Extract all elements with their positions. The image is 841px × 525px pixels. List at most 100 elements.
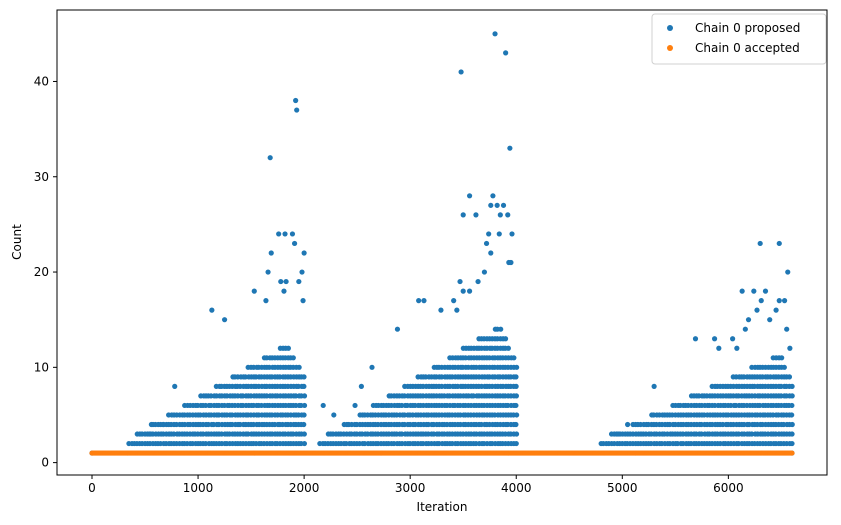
proposed-point — [502, 336, 509, 342]
proposed-point — [283, 278, 289, 285]
proposed-point — [781, 298, 788, 304]
proposed-point — [776, 298, 782, 304]
proposed-point — [296, 278, 302, 285]
x-tick-label: 2000 — [289, 481, 320, 495]
proposed-point — [787, 345, 793, 351]
legend: Chain 0 proposed Chain 0 accepted — [651, 13, 827, 65]
proposed-point — [172, 383, 178, 389]
y-tick-label: 40 — [34, 74, 49, 88]
x-tick-label: 3000 — [395, 481, 426, 495]
proposed-point — [251, 288, 257, 294]
proposed-point — [301, 440, 308, 447]
proposed-point — [492, 31, 498, 37]
proposed-point — [301, 431, 307, 437]
proposed-point — [762, 288, 769, 294]
y-tick-label: 10 — [34, 360, 49, 374]
proposed-point — [742, 326, 748, 332]
proposed-point — [285, 345, 291, 351]
axis-layer: 0 1000 2000 3000 4000 5000 6000 0 10 20 30 40 — [34, 74, 744, 495]
proposed-point — [789, 412, 795, 418]
proposed-point — [301, 402, 308, 409]
proposed-point — [781, 364, 787, 370]
proposed-point — [301, 383, 307, 389]
legend-proposed-label: Chain 0 proposed — [695, 21, 800, 35]
proposed-point — [282, 231, 288, 237]
proposed-point — [513, 374, 519, 380]
y-axis-label: Count — [10, 224, 24, 260]
proposed-point — [503, 50, 509, 56]
proposed-point — [148, 421, 154, 428]
proposed-point — [514, 412, 520, 418]
proposed-point — [466, 288, 473, 294]
proposed-point — [497, 212, 503, 218]
proposed-point — [421, 298, 427, 304]
proposed-point — [488, 250, 494, 256]
proposed-point — [511, 355, 517, 361]
proposed-point — [785, 269, 791, 275]
proposed-point — [369, 364, 375, 370]
proposed-point — [263, 298, 269, 304]
proposed-point — [486, 231, 492, 237]
proposed-point — [320, 402, 326, 409]
legend-accepted-marker — [667, 45, 673, 51]
proposed-point — [394, 326, 401, 332]
proposed-point — [513, 440, 519, 447]
proposed-point — [615, 431, 621, 437]
proposed-point — [716, 345, 722, 351]
proposed-point — [651, 383, 657, 389]
proposed-point — [514, 364, 520, 370]
proposed-point — [494, 202, 500, 208]
proposed-point — [789, 402, 795, 409]
proposed-point — [789, 393, 795, 399]
proposed-point — [221, 317, 228, 323]
accepted-point — [789, 450, 795, 456]
proposed-point — [730, 336, 736, 342]
proposed-point — [488, 202, 494, 208]
proposed-point — [507, 145, 513, 151]
proposed-point — [352, 402, 358, 409]
proposed-point — [490, 193, 496, 199]
proposed-point — [300, 298, 306, 304]
proposed-point — [416, 298, 422, 304]
proposed-point — [268, 250, 274, 256]
proposed-point — [509, 231, 515, 237]
proposed-point — [438, 307, 444, 313]
proposed-point — [789, 383, 795, 389]
proposed-point — [779, 355, 785, 361]
y-tick-label: 20 — [34, 265, 49, 279]
legend-box — [651, 13, 827, 65]
x-tick-label: 4000 — [501, 481, 532, 495]
proposed-point — [745, 317, 752, 323]
data-layer — [89, 31, 795, 456]
proposed-point — [278, 278, 284, 285]
proposed-point — [473, 212, 479, 218]
proposed-point — [505, 212, 511, 218]
proposed-point — [458, 69, 464, 75]
proposed-point — [146, 431, 152, 437]
proposed-point — [498, 326, 504, 332]
proposed-point — [276, 231, 282, 237]
proposed-point — [513, 393, 520, 399]
proposed-point — [460, 288, 466, 294]
proposed-point — [513, 431, 520, 437]
proposed-point — [789, 440, 795, 447]
proposed-point — [209, 307, 215, 313]
proposed-point — [496, 231, 502, 237]
proposed-point — [289, 231, 296, 237]
proposed-point — [301, 393, 308, 399]
proposed-point — [500, 202, 507, 208]
proposed-point — [773, 307, 779, 313]
proposed-point — [299, 269, 305, 275]
proposed-point — [160, 421, 166, 428]
proposed-point — [301, 250, 307, 256]
proposed-point — [296, 364, 302, 370]
proposed-point — [754, 307, 760, 313]
proposed-point — [475, 278, 481, 285]
proposed-point — [301, 412, 307, 418]
proposed-point — [757, 240, 763, 247]
x-tick-label: 1000 — [183, 481, 214, 495]
proposed-point — [508, 259, 514, 266]
proposed-point — [786, 374, 793, 380]
proposed-point — [301, 421, 307, 428]
proposed-point — [758, 298, 764, 304]
